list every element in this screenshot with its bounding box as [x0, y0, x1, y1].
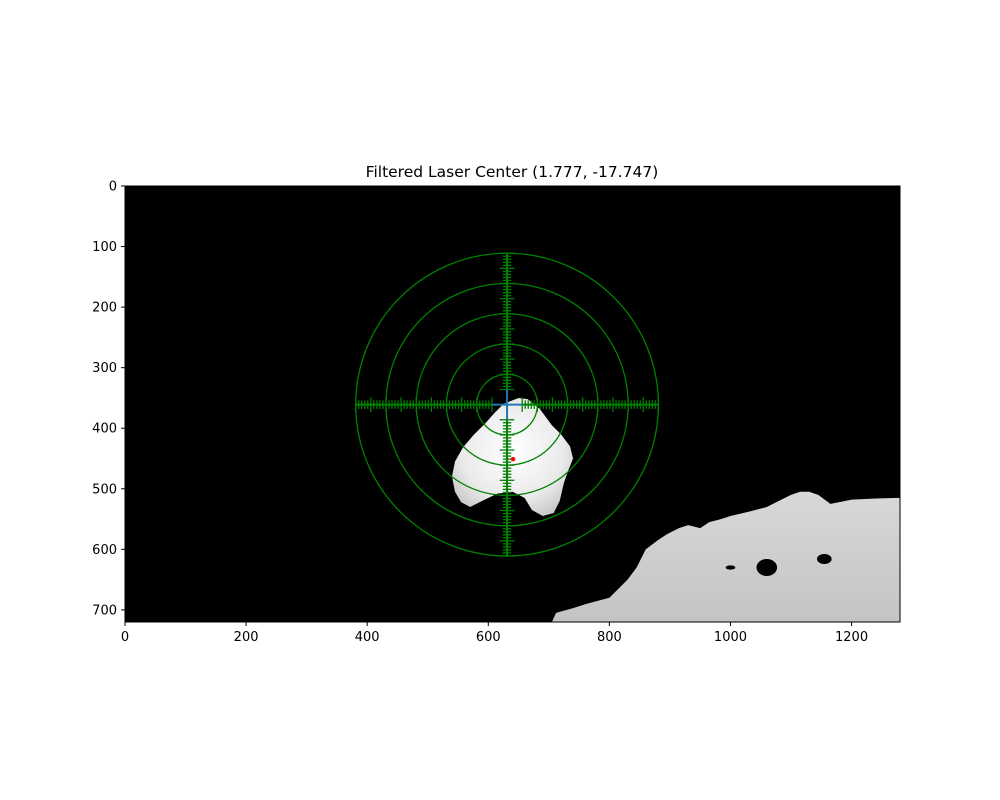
x-tick-label: 600 [476, 630, 501, 645]
y-axis: 0 100 200 300 400 500 600 700 [92, 180, 125, 618]
y-tick-label: 500 [92, 482, 117, 497]
y-tick-label: 100 [92, 240, 117, 255]
x-tick-label: 0 [121, 630, 129, 645]
y-tick-label: 700 [92, 603, 117, 618]
y-tick-label: 600 [92, 543, 117, 558]
y-tick-label: 400 [92, 422, 117, 437]
y-tick-label: 300 [92, 361, 117, 376]
y-tick-label: 0 [109, 180, 117, 195]
plot-area [125, 186, 900, 622]
laser-blob [451, 397, 574, 517]
x-tick-label: 1200 [835, 630, 868, 645]
y-tick-label: 200 [92, 301, 117, 316]
x-tick-label: 800 [597, 630, 622, 645]
chart-title: Filtered Laser Center (1.777, -17.747) [366, 163, 659, 181]
x-tick-label: 1000 [714, 630, 747, 645]
terrain-region [551, 491, 900, 622]
x-tick-label: 200 [234, 630, 259, 645]
laser-center-dot [510, 456, 516, 462]
x-axis: 0 200 400 600 800 1000 1200 [121, 622, 868, 645]
x-tick-label: 400 [355, 630, 380, 645]
axes-frame [124, 185, 901, 623]
